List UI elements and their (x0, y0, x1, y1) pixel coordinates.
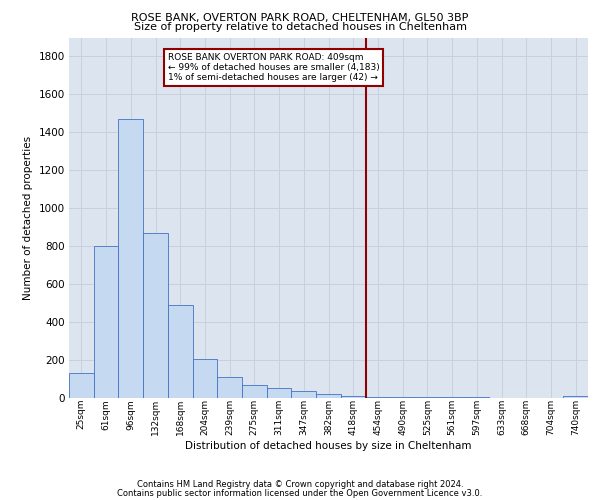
Bar (193, 358, 217, 398)
Text: ROSE BANK OVERTON PARK ROAD: 409sqm
← 99% of detached houses are smaller (4,183): ROSE BANK OVERTON PARK ROAD: 409sqm ← 99… (168, 52, 380, 82)
Bar (341, 396, 365, 398)
Bar (267, 388, 292, 398)
Bar (316, 394, 341, 398)
Bar (168, 304, 193, 398)
Bar (242, 385, 267, 398)
Bar (69, 373, 94, 398)
Bar (94, 246, 118, 398)
Text: Size of property relative to detached houses in Cheltenham: Size of property relative to detached ho… (133, 22, 467, 32)
Text: ROSE BANK, OVERTON PARK ROAD, CHELTENHAM, GL50 3BP: ROSE BANK, OVERTON PARK ROAD, CHELTENHAM… (131, 12, 469, 22)
Bar (118, 119, 143, 398)
Text: Contains public sector information licensed under the Open Government Licence v3: Contains public sector information licen… (118, 490, 482, 498)
X-axis label: Distribution of detached houses by size in Cheltenham: Distribution of detached houses by size … (185, 441, 472, 451)
Bar (217, 377, 242, 398)
Bar (365, 396, 390, 398)
Text: Contains HM Land Registry data © Crown copyright and database right 2024.: Contains HM Land Registry data © Crown c… (137, 480, 463, 489)
Bar (292, 391, 316, 398)
Bar (563, 396, 588, 398)
Bar (143, 232, 168, 398)
Y-axis label: Number of detached properties: Number of detached properties (23, 136, 33, 300)
